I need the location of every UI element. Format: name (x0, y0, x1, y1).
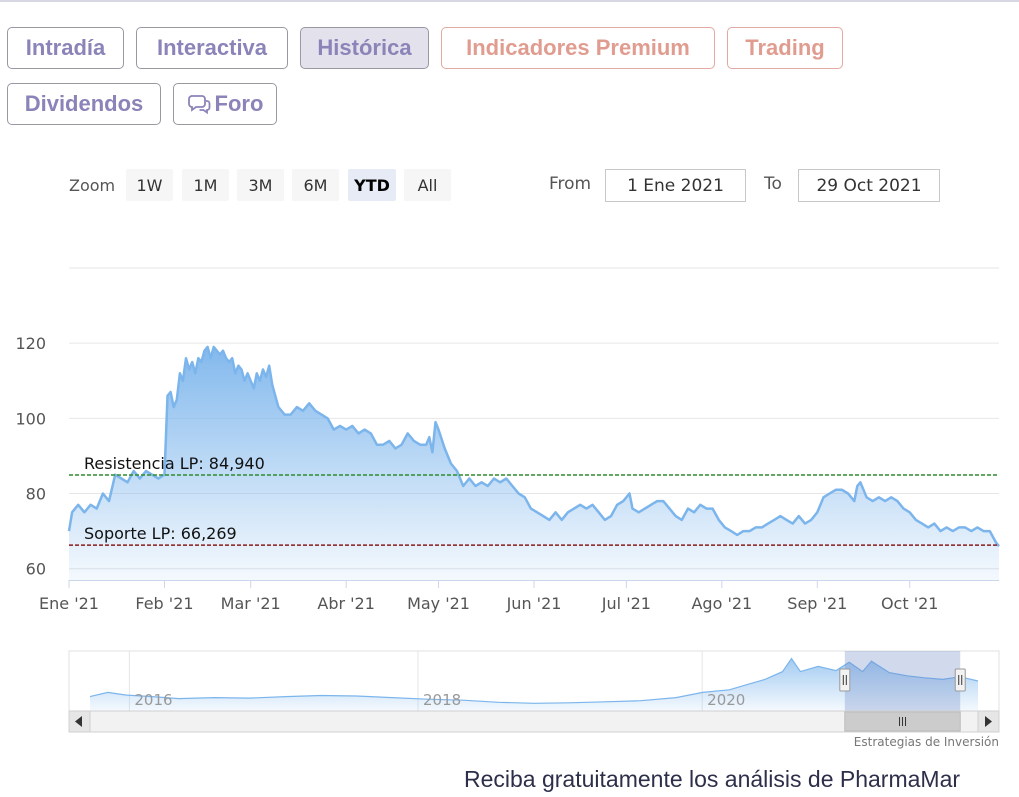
y-tick-label: 120 (15, 334, 46, 353)
navigator-area (90, 658, 978, 711)
tab-interactiva[interactable]: Interactiva (136, 27, 288, 69)
x-axis: Ene '21 Feb '21 Mar '21 Abr '21 May '21 Jun '… (39, 580, 938, 613)
navigator-line (89, 657, 979, 704)
scroll-right-arrow-icon (985, 716, 992, 727)
navigator-year-label: 2020 (707, 691, 745, 709)
top-border (0, 0, 1019, 2)
tab-foro[interactable]: Foro (173, 83, 277, 125)
x-tick-label: Mar '21 (221, 594, 281, 613)
zoom-6m-button[interactable]: 6M (292, 169, 339, 201)
scroll-left-arrow-icon (75, 716, 82, 727)
resistance-label: Resistencia LP: 84,940 (84, 454, 265, 473)
series-line (67, 345, 1000, 547)
navigator-handle-left (839, 668, 851, 692)
navigator-year-label: 2018 (423, 691, 461, 709)
zoom-all-button[interactable]: All (404, 169, 451, 201)
x-tick-label: Ene '21 (39, 594, 99, 613)
x-tick-label: Sep '21 (787, 594, 847, 613)
from-label: From (549, 174, 592, 194)
x-tick-label: May '21 (407, 594, 470, 613)
tab-indicadores-premium[interactable]: Indicadores Premium (441, 27, 715, 69)
zoom-1w-button[interactable]: 1W (126, 169, 173, 201)
x-tick-label: Abr '21 (317, 594, 375, 613)
chart-credits[interactable]: Estrategias de Inversión (853, 735, 999, 749)
scrollbar (68, 710, 1000, 733)
chart-gridlines (69, 267, 999, 570)
zoom-ytd-button[interactable]: YTD (348, 169, 396, 201)
to-date-input[interactable]: 29 Oct 2021 (798, 169, 940, 202)
from-date-input[interactable]: 1 Ene 2021 (605, 169, 746, 202)
x-tick-label: Jun '21 (506, 594, 562, 613)
tab-intradia[interactable]: Intradía (7, 27, 124, 69)
to-label: To (764, 174, 782, 194)
x-tick-label: Oct '21 (881, 594, 939, 613)
y-tick-label: 100 (15, 409, 46, 428)
y-axis: 60 80 100 120 (15, 334, 46, 579)
footer-text: Reciba gratuitamente los análisis de Pha… (464, 766, 961, 792)
scroll-right-button (977, 710, 1000, 733)
tab-foro-label: Foro (214, 91, 264, 116)
support-label: Soporte LP: 66,269 (84, 524, 237, 543)
x-tick-label: Feb '21 (135, 594, 193, 613)
navigator-year-label: 2016 (134, 691, 172, 709)
tab-trading[interactable]: Trading (727, 27, 843, 69)
navigator-handle-right (954, 668, 966, 692)
tab-historica[interactable]: Histórica (300, 27, 429, 69)
navigator-selection (844, 651, 961, 711)
chat-bubbles-icon (187, 95, 210, 115)
x-tick-label: Jul '21 (601, 594, 651, 613)
zoom-1m-button[interactable]: 1M (182, 169, 229, 201)
scrollbar-thumb (844, 711, 961, 732)
y-tick-label: 80 (26, 485, 46, 504)
zoom-3m-button[interactable]: 3M (237, 169, 284, 201)
x-tick-label: Ago '21 (691, 594, 752, 613)
y-tick-label: 60 (26, 560, 46, 579)
zoom-label: Zoom (69, 176, 116, 195)
scrollbar-grip-icon (899, 717, 907, 726)
tab-dividendos[interactable]: Dividendos (7, 83, 161, 125)
series-area (69, 346, 999, 580)
scroll-left-button (68, 710, 91, 733)
